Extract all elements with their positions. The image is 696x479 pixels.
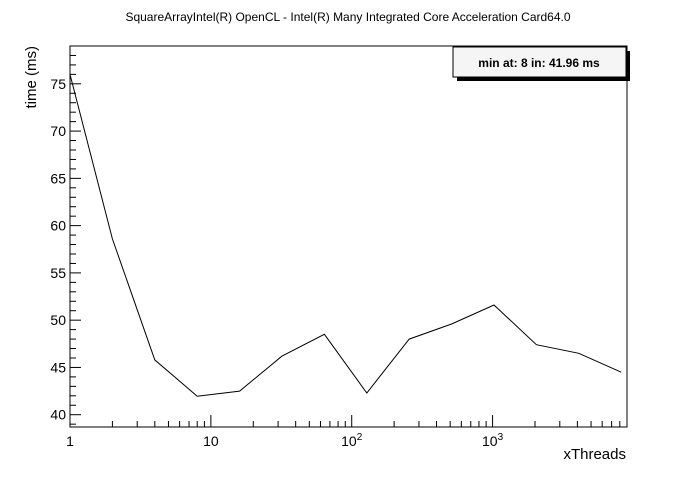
y-tick-label: 75 [50,76,66,92]
y-tick-label: 40 [50,407,66,423]
y-tick-label: 60 [50,218,66,234]
x-axis-title: xThreads [563,446,626,463]
stats-box-text: min at: 8 in: 41.96 ms [478,56,600,70]
stats-box-panel [452,46,627,78]
x-tick-label: 10 [203,433,219,449]
y-tick-label: 50 [50,312,66,328]
x-tick-label: 102 [341,432,363,449]
x-axis: 1 10 102 103 [66,415,628,449]
stats-box: min at: 8 in: 41.96 ms [452,46,630,81]
series-layer [69,74,622,397]
x-tick-label: 1 [66,433,74,449]
y-axis-title: time (ms) [23,46,40,109]
x-tick-label: 103 [482,432,504,449]
y-tick-label: 70 [50,123,66,139]
y-axis: 40 45 50 55 60 65 70 75 [50,45,81,425]
series-line [69,74,622,397]
plot-frame [69,45,628,428]
y-tick-label: 55 [50,265,66,281]
y-tick-label: 65 [50,170,66,186]
y-tick-label: 45 [50,359,66,375]
chart-title: SquareArrayIntel(R) OpenCL - Intel(R) Ma… [125,10,570,24]
